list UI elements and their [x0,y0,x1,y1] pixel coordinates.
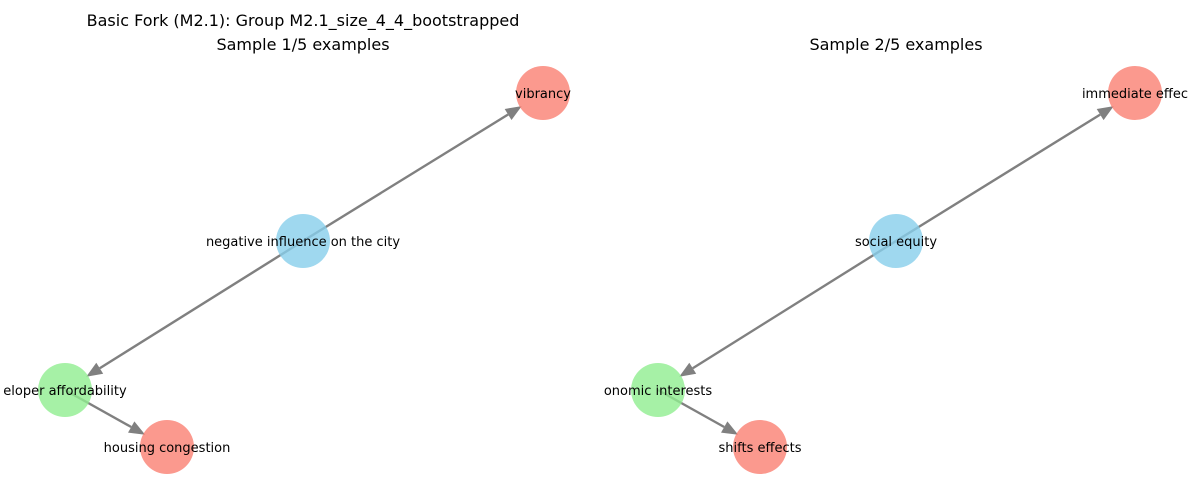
panel-1-node-left [38,363,92,417]
panel-1-node-top [516,66,570,120]
panel-2-node-mid [869,214,923,268]
panel-2-node-bottom [733,420,787,474]
panel-2-arrowhead-bottom [721,421,739,435]
panel-1-node-label-left: eloper affordability [3,384,127,399]
panel-2-nodes: immediate effec social equity onomic inter… [604,66,1188,474]
panel-2-arrowhead-top [1096,106,1114,121]
panel-1: Basic Fork (M2.1): Group M2.1_size_4_4_b… [3,11,571,474]
panel-1-arrowhead-bottom [128,421,146,435]
panel-2-edge-mid-to-left [692,239,897,370]
panel-1-edges [64,106,522,435]
panel-1-arrowhead-top [504,106,522,121]
panel-1-title-line-2: Sample 1/5 examples [216,35,389,54]
panel-2-edges [657,106,1114,435]
panel-1-nodes: vibrancy negative influence on the city el… [3,66,571,474]
panel-2-node-label-top: immediate effec [1082,87,1188,102]
panel-1-node-label-top: vibrancy [515,87,571,102]
panel-2-node-left [631,363,685,417]
panel-2-title-line-1: Sample 2/5 examples [809,35,982,54]
panel-1-title-line-1: Basic Fork (M2.1): Group M2.1_size_4_4_b… [87,11,520,31]
panel-2: Sample 2/5 examples immediate effec socia… [604,35,1188,474]
panel-1-node-mid [276,214,330,268]
panel-1-edge-mid-to-left [99,239,304,370]
panel-1-node-bottom [140,420,194,474]
panel-2-node-label-mid: social equity [855,235,937,250]
panel-2-node-label-left: onomic interests [604,384,713,399]
panel-2-arrowhead-left [679,362,697,377]
panel-2-edge-mid-to-top [895,113,1101,243]
panel-2-node-label-bottom: shifts effects [719,441,802,456]
panel-1-node-label-bottom: housing congestion [104,441,231,456]
panel-1-edge-mid-to-top [302,113,509,243]
panel-1-arrowhead-left [86,362,104,377]
panel-2-node-top [1108,66,1162,120]
panel-1-node-label-mid: negative influence on the city [206,235,400,250]
